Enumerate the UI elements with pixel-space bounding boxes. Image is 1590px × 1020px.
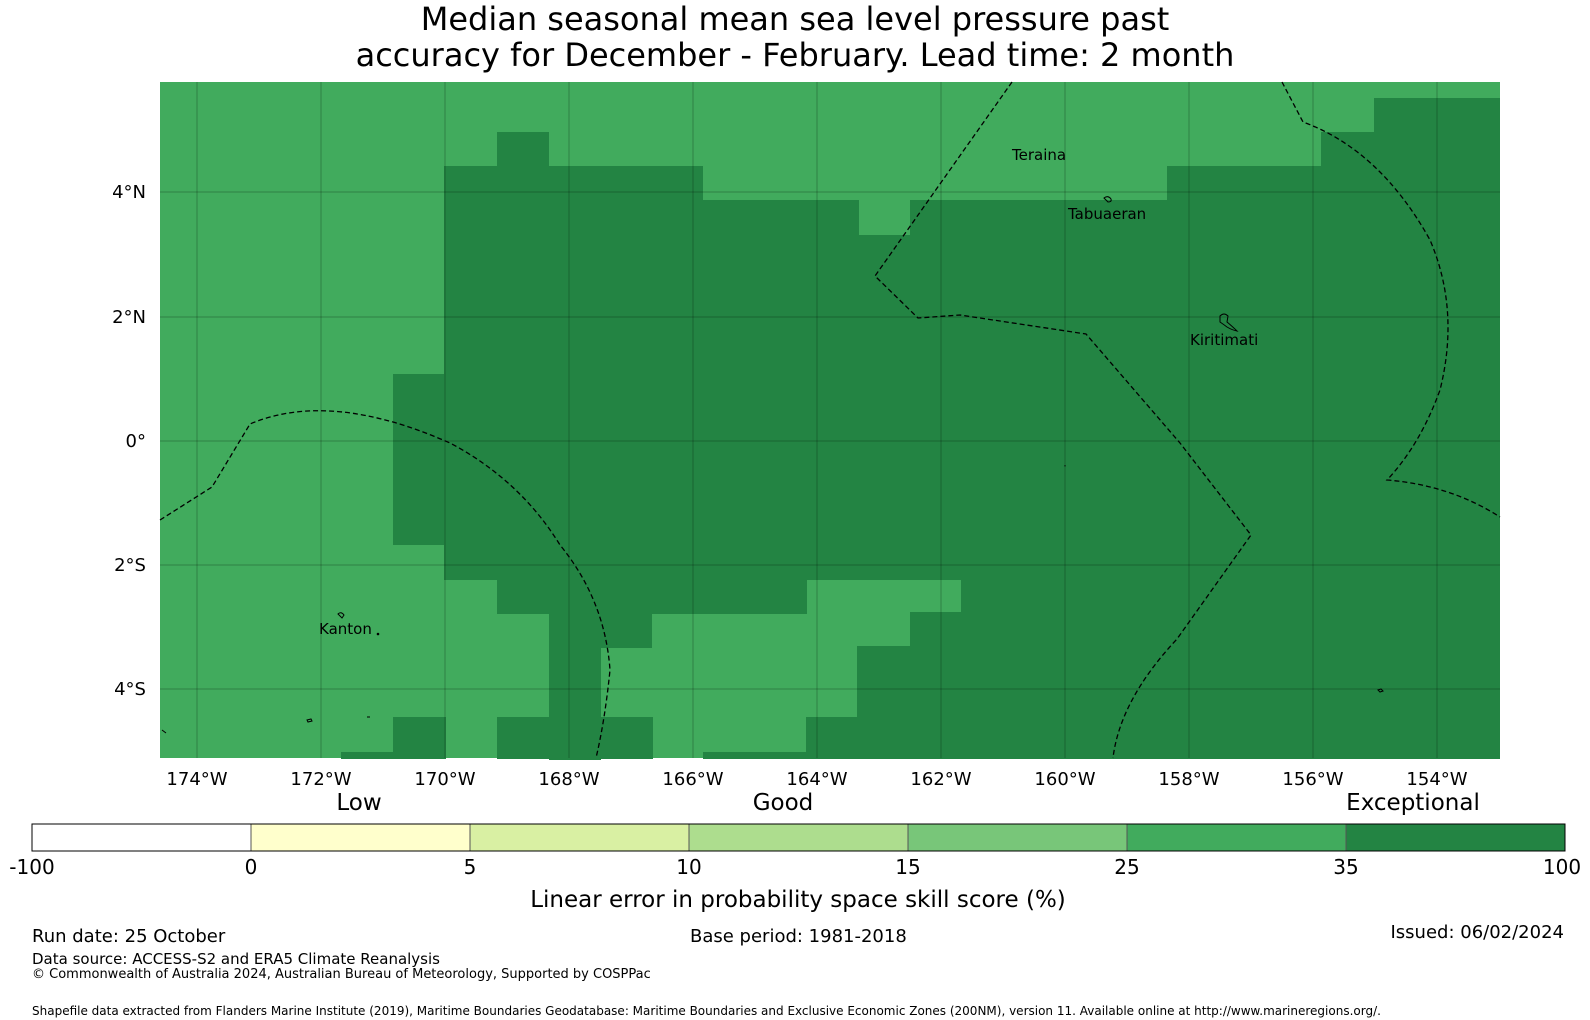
- lon-tick-label: 156°W: [1282, 769, 1343, 790]
- map-title-line2: accuracy for December - February. Lead t…: [355, 36, 1235, 74]
- lon-tick-label: 154°W: [1406, 769, 1467, 790]
- lat-tick-label: 2°N: [112, 307, 146, 328]
- place-label-teraina: Teraina: [1011, 146, 1066, 164]
- lon-tick-label: 168°W: [538, 769, 599, 790]
- lon-tick-label: 174°W: [166, 769, 227, 790]
- copyright: © Commonwealth of Australia 2024, Austra…: [32, 967, 651, 982]
- lat-tick-label: 4°S: [114, 679, 146, 700]
- exceptional-region: [341, 98, 1500, 760]
- lat-tick-label: 2°S: [114, 555, 146, 576]
- lon-tick-label: 158°W: [1158, 769, 1219, 790]
- place-label-kanton: Kanton: [319, 620, 372, 638]
- category-good: Good: [753, 790, 814, 816]
- graticule: [160, 82, 1500, 758]
- category-low: Low: [336, 790, 381, 816]
- category-exceptional: Exceptional: [1346, 790, 1480, 816]
- islands: [161, 196, 1384, 734]
- lat-tick-label: 0°: [126, 431, 146, 452]
- place-label-tabuaeran: Tabuaeran: [1067, 205, 1146, 223]
- colorbar-tick: -100: [9, 855, 54, 879]
- kanton-island: [337, 612, 345, 619]
- lat-tick-label: 4°N: [112, 182, 146, 203]
- eez-boundaries: [159, 81, 1501, 759]
- issued-date: Issued: 06/02/2024: [1390, 922, 1564, 943]
- map-title-line1: Median seasonal mean sea level pressure …: [420, 0, 1170, 38]
- lon-tick-label: 162°W: [910, 769, 971, 790]
- colorbar-tick: 5: [464, 855, 477, 879]
- lon-tick-label: 170°W: [414, 769, 475, 790]
- base-period: Base period: 1981-2018: [690, 926, 907, 947]
- colorbar-tick: 25: [1114, 855, 1139, 879]
- kiritimati-island: [1219, 313, 1239, 332]
- colorbar-tick: 100: [1543, 855, 1581, 879]
- lon-tick-label: 160°W: [1034, 769, 1095, 790]
- colorbar: [31, 823, 1566, 852]
- colorbar-tick: 15: [895, 855, 920, 879]
- tabuaeran-island: [1103, 196, 1112, 203]
- colorbar-tick: 10: [676, 855, 701, 879]
- data-source: Data source: ACCESS-S2 and ERA5 Climate …: [32, 950, 440, 968]
- place-label-kiritimati: Kiritimati: [1190, 331, 1258, 349]
- run-date: Run date: 25 October: [32, 926, 226, 947]
- colorbar-label: Linear error in probability space skill …: [530, 887, 1066, 913]
- colorbar-tick: 35: [1333, 855, 1358, 879]
- colorbar-tick: 0: [245, 855, 258, 879]
- lon-tick-label: 166°W: [662, 769, 723, 790]
- lon-tick-label: 164°W: [786, 769, 847, 790]
- shapefile-credit: Shapefile data extracted from Flanders M…: [32, 1004, 1381, 1018]
- lon-tick-label: 172°W: [290, 769, 351, 790]
